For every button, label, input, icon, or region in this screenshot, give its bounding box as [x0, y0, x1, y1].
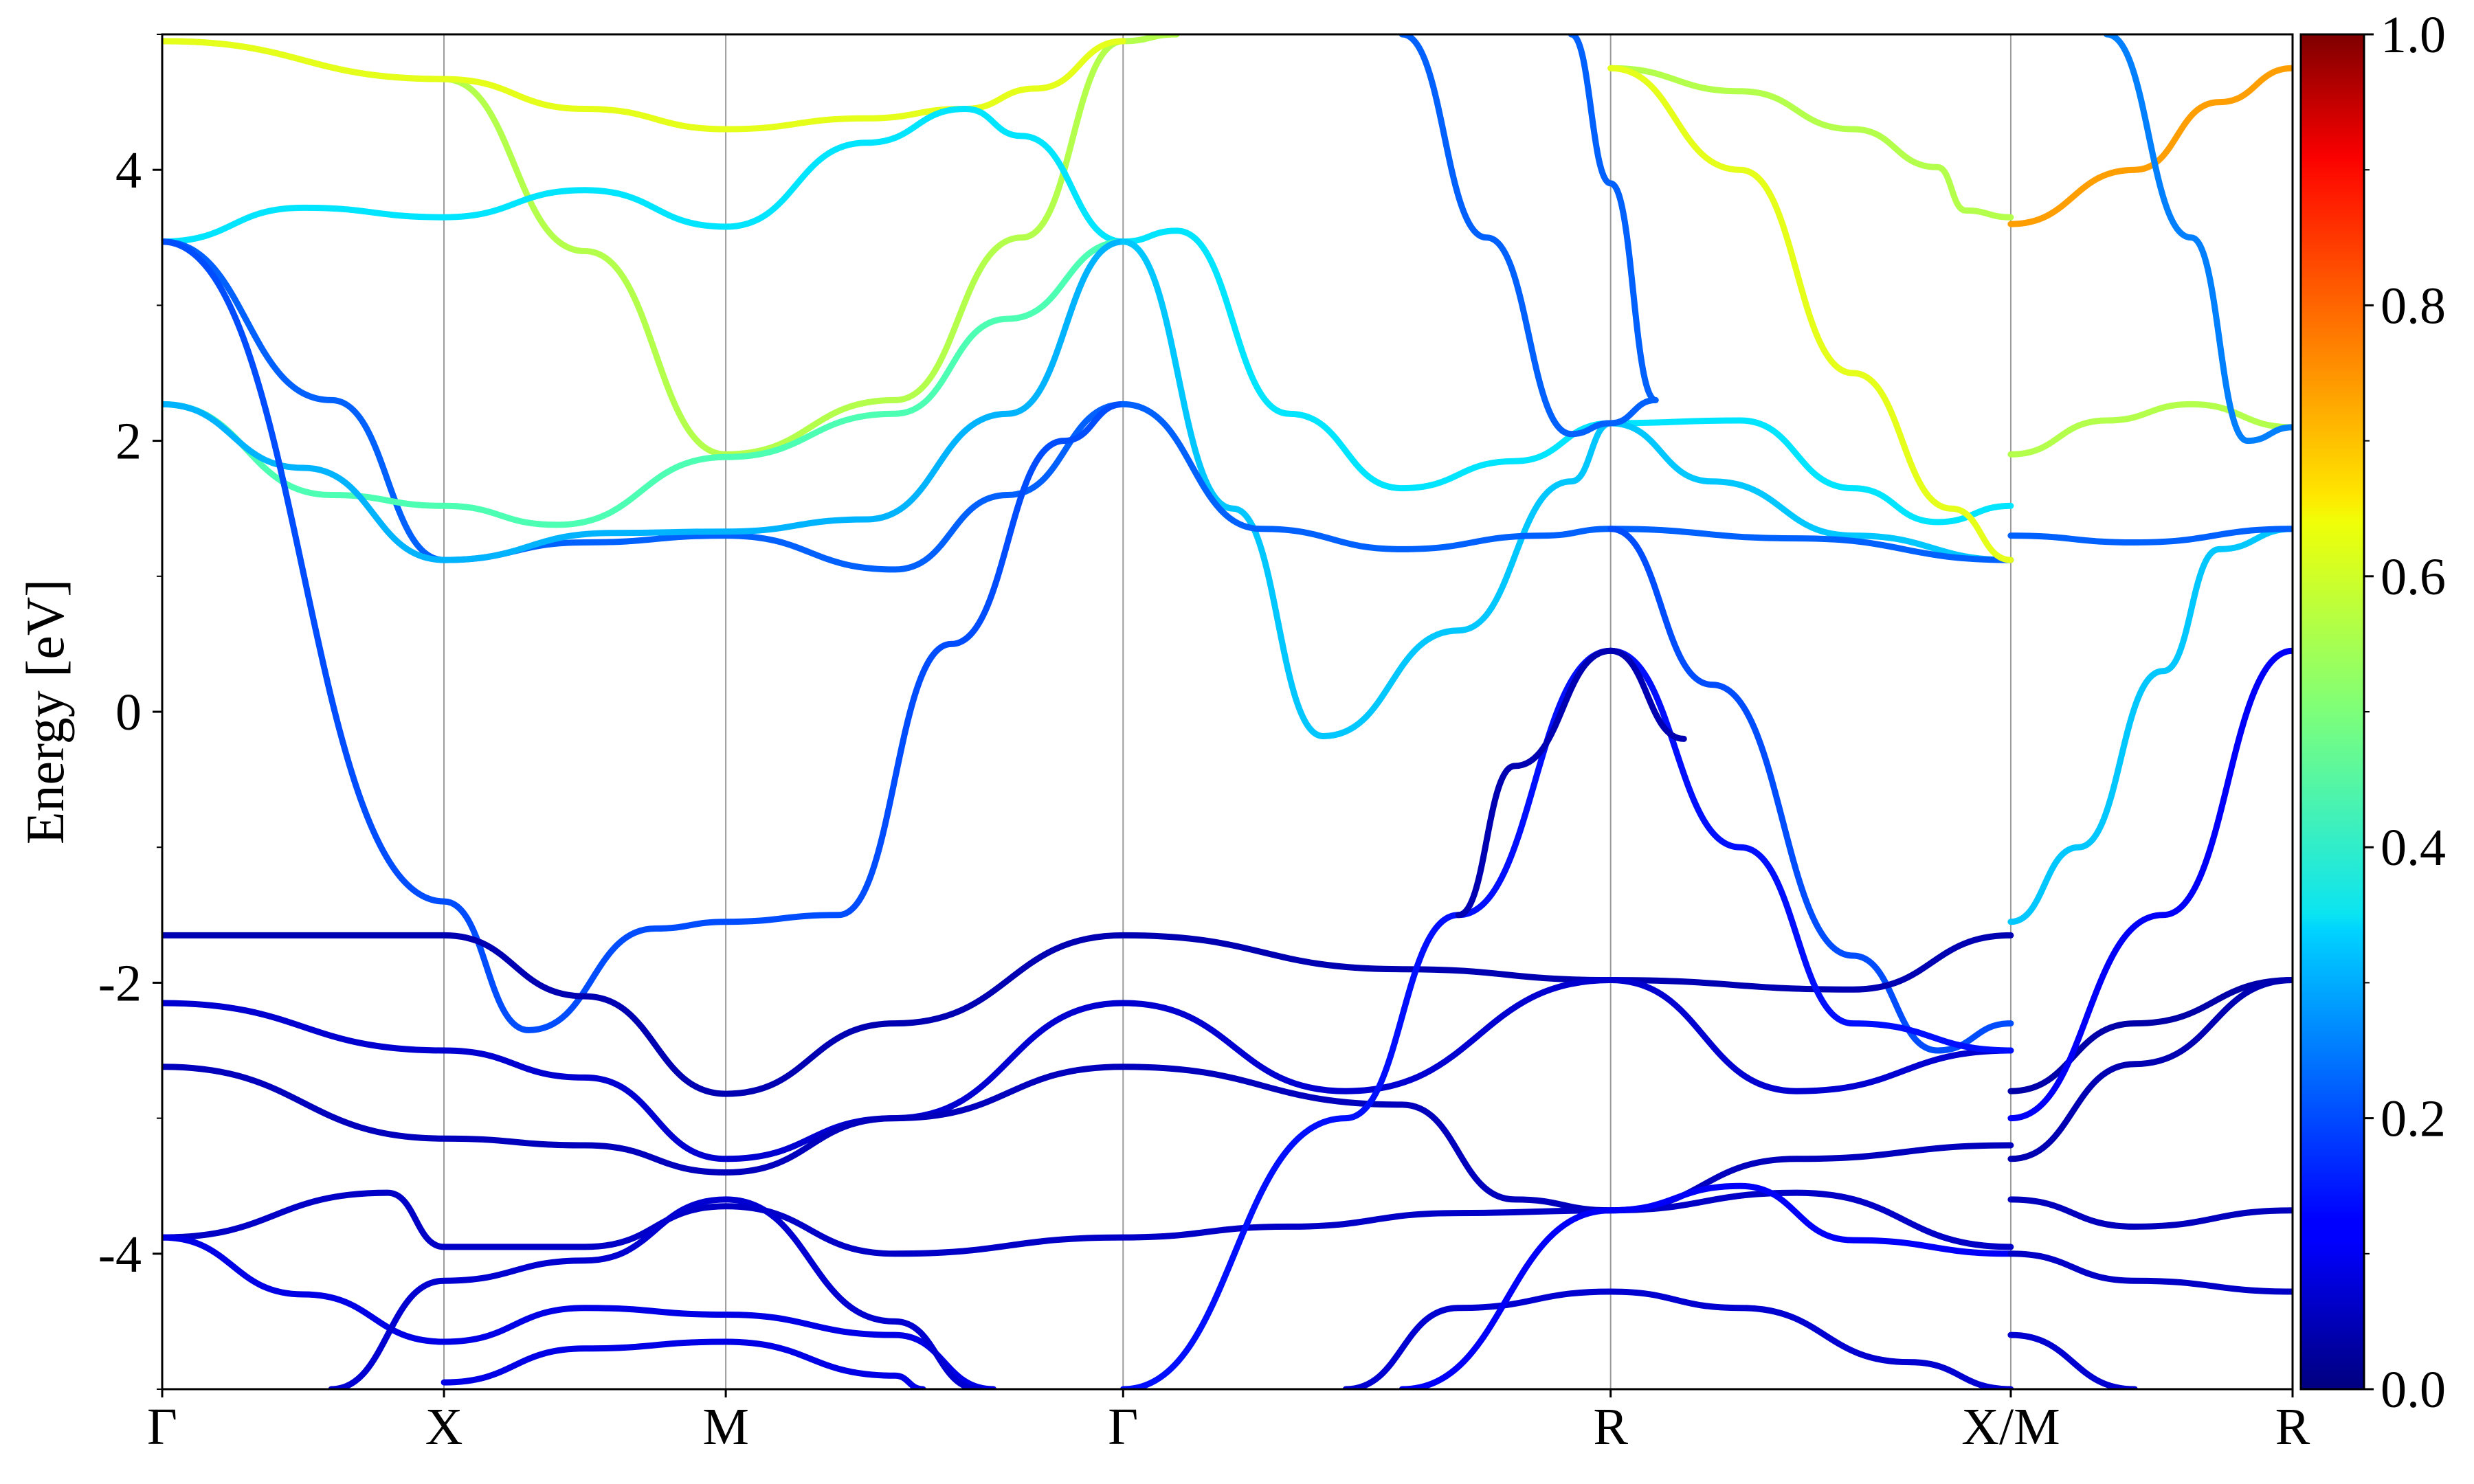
x-tick-label: Γ	[1108, 1398, 1138, 1456]
band-line	[1607, 526, 2014, 1054]
x-tick-label: X/M	[1961, 1398, 2060, 1456]
x-axis: Γ X M Γ R X/M R	[147, 1389, 2310, 1456]
band-line	[162, 977, 2014, 1162]
band-line	[1455, 647, 1687, 919]
band-line	[1607, 65, 2014, 221]
band-line	[162, 38, 1126, 133]
band-line	[328, 1196, 983, 1389]
band-line	[162, 238, 1126, 573]
band-line	[1119, 647, 2014, 1389]
y-tick-label: -2	[98, 954, 142, 1012]
band-lines	[162, 34, 2293, 1389]
x-tick-label: R	[2275, 1398, 2310, 1456]
colorbar-gradient	[2299, 33, 2365, 1391]
band-line	[162, 238, 1126, 528]
x-tick-label: M	[702, 1398, 749, 1456]
band-line	[2007, 526, 2293, 546]
band-line	[441, 1338, 926, 1389]
band-line	[2007, 65, 2293, 227]
band-line	[162, 106, 1126, 245]
colorbar-ticks: 0.0 0.2 0.4 0.6 0.8 1.0	[2364, 6, 2446, 1419]
y-axis-label: Energy [eV]	[15, 579, 75, 844]
band-line	[1119, 238, 2014, 739]
y-axis: -4 -2 0 2 4	[98, 34, 162, 1390]
band-line	[2007, 1250, 2293, 1295]
band-line	[2007, 1196, 2293, 1230]
band-line	[162, 238, 1126, 563]
colorbar-tick-label: 0.0	[2381, 1361, 2446, 1419]
band-line	[2103, 34, 2293, 445]
k-point-gridlines	[443, 34, 2011, 1389]
plot-frame	[161, 33, 2294, 1391]
x-tick-label: R	[1593, 1398, 1628, 1456]
colorbar-tick-label: 0.4	[2381, 819, 2446, 877]
band-line	[162, 1189, 2014, 1257]
band-line	[1342, 1288, 2014, 1389]
y-tick-label: 2	[115, 413, 142, 471]
band-line	[2007, 977, 2293, 1162]
colorbar: 0.0 0.2 0.4 0.6 0.8 1.0	[2299, 6, 2446, 1419]
band-line	[1398, 1182, 2014, 1389]
band-line	[2007, 977, 2293, 1094]
x-tick-label: X	[425, 1398, 463, 1456]
band-line	[162, 1234, 997, 1389]
colorbar-tick-label: 0.6	[2381, 548, 2446, 606]
band-line	[1119, 401, 2014, 563]
y-tick-label: -4	[98, 1226, 142, 1283]
band-line	[2007, 1331, 2138, 1389]
band-line	[1398, 34, 1659, 438]
band-line	[162, 238, 1126, 1033]
band-line	[162, 932, 2014, 1097]
y-tick-label: 0	[115, 684, 142, 741]
band-line	[2007, 526, 2293, 925]
band-line	[2007, 401, 2293, 458]
band-line	[1119, 227, 2014, 526]
band-line	[1607, 65, 2014, 563]
colorbar-tick-label: 0.8	[2381, 277, 2446, 335]
x-tick-label: Γ	[147, 1398, 177, 1456]
y-tick-label: 4	[115, 142, 142, 199]
band-line	[162, 34, 1180, 458]
band-line	[2007, 647, 2293, 1122]
colorbar-tick-label: 0.2	[2381, 1090, 2446, 1148]
colorbar-tick-label: 1.0	[2381, 6, 2446, 64]
